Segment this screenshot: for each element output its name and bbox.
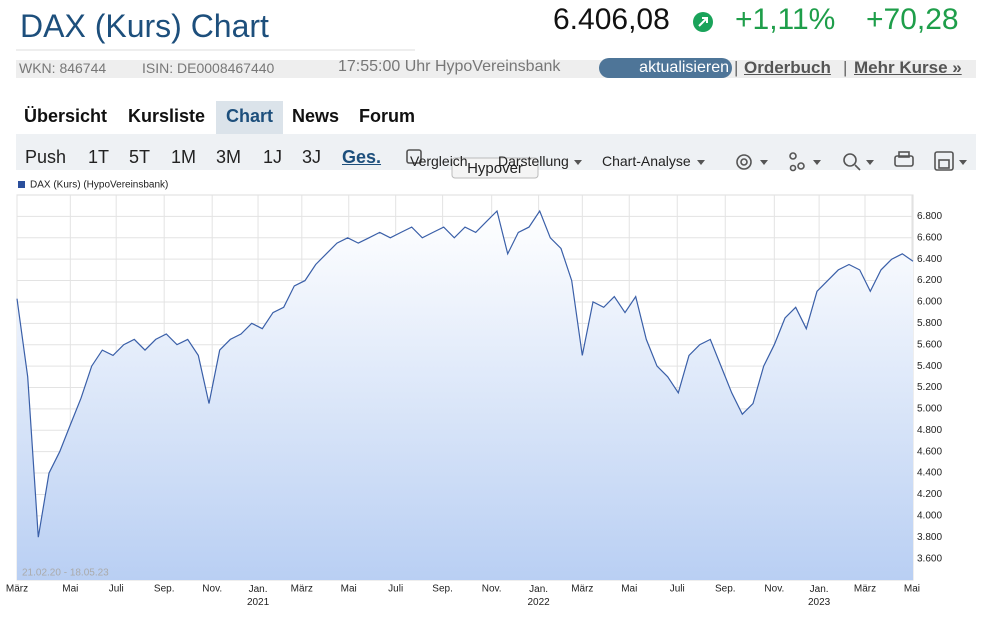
range-button[interactable]: 1J (263, 147, 283, 167)
x-tick-label: Juli (388, 584, 403, 595)
tab[interactable]: Forum (359, 106, 415, 126)
tab[interactable]: Übersicht (24, 106, 108, 126)
x-tick-label: März (6, 584, 28, 595)
y-tick-label: 6.200 (917, 275, 942, 286)
time-source: 17:55:00 Uhr HypoVereinsbank (338, 58, 561, 75)
range-button[interactable]: Push (25, 147, 67, 167)
x-tick-label: Juli (109, 584, 124, 595)
area (17, 211, 913, 580)
y-tick-label: 5.800 (917, 318, 942, 329)
y-tick-label: 6.000 (917, 297, 942, 308)
y-tick-label: 4.200 (917, 489, 942, 500)
y-tick-label: 4.800 (917, 425, 942, 436)
legend-label: DAX (Kurs) (HypoVereinsbank) (30, 180, 168, 191)
y-tick-label: 4.000 (917, 510, 942, 521)
menu[interactable]: Chart-Analyse (602, 153, 691, 169)
x-tick-label: Mai (621, 584, 637, 595)
y-tick-label: 3.800 (917, 532, 942, 543)
change-pct: +1,11% (735, 3, 836, 36)
page-title: DAX (Kurs) Chart (20, 8, 269, 44)
legend-swatch (18, 181, 25, 188)
isin: ISIN: DE0008467440 (142, 60, 275, 76)
active-tab-bg (216, 101, 283, 134)
y-tick-label: 5.600 (917, 339, 942, 350)
tooltip: Hypover (467, 160, 523, 177)
y-tick-label: 5.000 (917, 404, 942, 415)
line (16, 209, 914, 538)
menu[interactable]: Darstellung (498, 153, 569, 169)
y-tick-label: 4.600 (917, 446, 942, 457)
orderbook-link[interactable]: Orderbuch (744, 58, 831, 77)
separator: | (843, 58, 848, 77)
x-tick-label: Jan. 2023 (808, 584, 831, 608)
up-arrow (698, 17, 708, 27)
x-tick-label: Juli (670, 584, 685, 595)
menu[interactable]: Vergleich (410, 153, 468, 169)
x-tick-label: Sep. (154, 584, 175, 595)
y-tick-label: 6.600 (917, 232, 942, 243)
range-button[interactable]: 3M (216, 147, 242, 167)
y-tick-label: 3.600 (917, 553, 942, 564)
x-tick-label: Mai (341, 584, 357, 595)
y-tick-label: 5.200 (917, 382, 942, 393)
range-button[interactable]: 5T (129, 147, 151, 167)
x-tick-label: März (571, 584, 593, 595)
more-quotes-link[interactable]: Mehr Kurse » (854, 58, 962, 77)
y-tick-label: 6.400 (917, 254, 942, 265)
change-abs: +70,28 (866, 3, 959, 36)
tooltip-box (451, 157, 539, 179)
wkn: WKN: 846744 (19, 60, 107, 76)
toolbar-icons (406, 149, 954, 172)
tab[interactable]: Chart (226, 106, 274, 126)
date-range: 21.02.20 - 18.05.23 (22, 568, 109, 579)
x-tick-label: Sep. (432, 584, 453, 595)
range-button[interactable]: Ges. (342, 147, 382, 167)
x-tick-label: Mai (904, 584, 920, 595)
x-tick-label: Nov. (764, 584, 784, 595)
x-tick-label: März (291, 584, 313, 595)
y-tick-label: 4.400 (917, 468, 942, 479)
x-tick-label: Jan. 2021 (247, 584, 270, 608)
x-tick-label: Nov. (202, 584, 222, 595)
info-bar (16, 60, 976, 78)
y-tick-label: 5.400 (917, 361, 942, 372)
y-tick-label: 6.800 (917, 211, 942, 222)
x-tick-label: Mai (62, 584, 78, 595)
x-tick-label: Sep. (715, 584, 736, 595)
tab[interactable]: Kursliste (128, 106, 206, 126)
separator: | (734, 58, 739, 77)
range-button[interactable]: 3J (302, 147, 322, 167)
range-button[interactable]: 1T (88, 147, 110, 167)
x-tick-label: Jan. 2022 (527, 584, 550, 608)
range-button[interactable]: 1M (171, 147, 197, 167)
x-tick-label: Nov. (482, 584, 502, 595)
x-tick-label: März (854, 584, 876, 595)
price: 6.406,08 (553, 3, 670, 36)
tab[interactable]: News (292, 106, 340, 126)
refresh-button[interactable]: aktualisieren (599, 58, 732, 78)
